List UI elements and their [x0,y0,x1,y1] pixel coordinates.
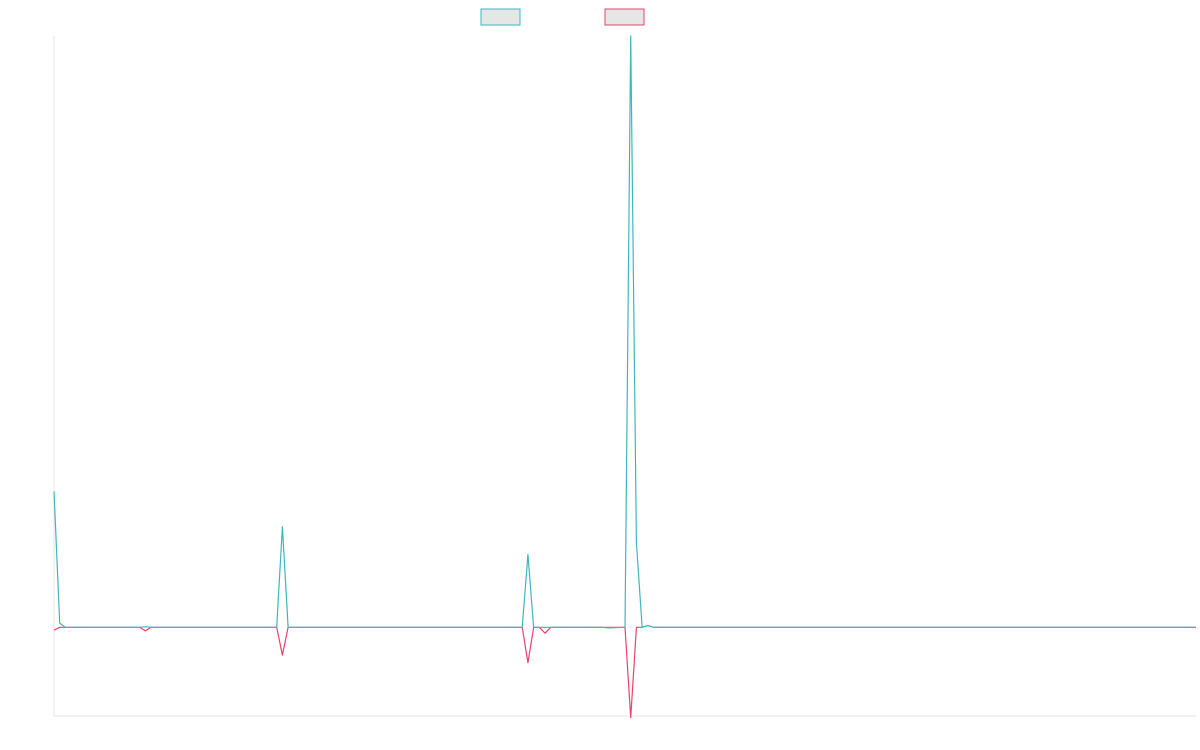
legend-swatch-series-1[interactable] [480,8,521,26]
series-line-2[interactable] [53,624,1196,719]
legend [480,8,645,26]
legend-swatch-series-2[interactable] [604,8,645,26]
axes [53,36,1196,717]
series-line-1[interactable] [53,35,1196,629]
plot-area [53,35,1196,719]
